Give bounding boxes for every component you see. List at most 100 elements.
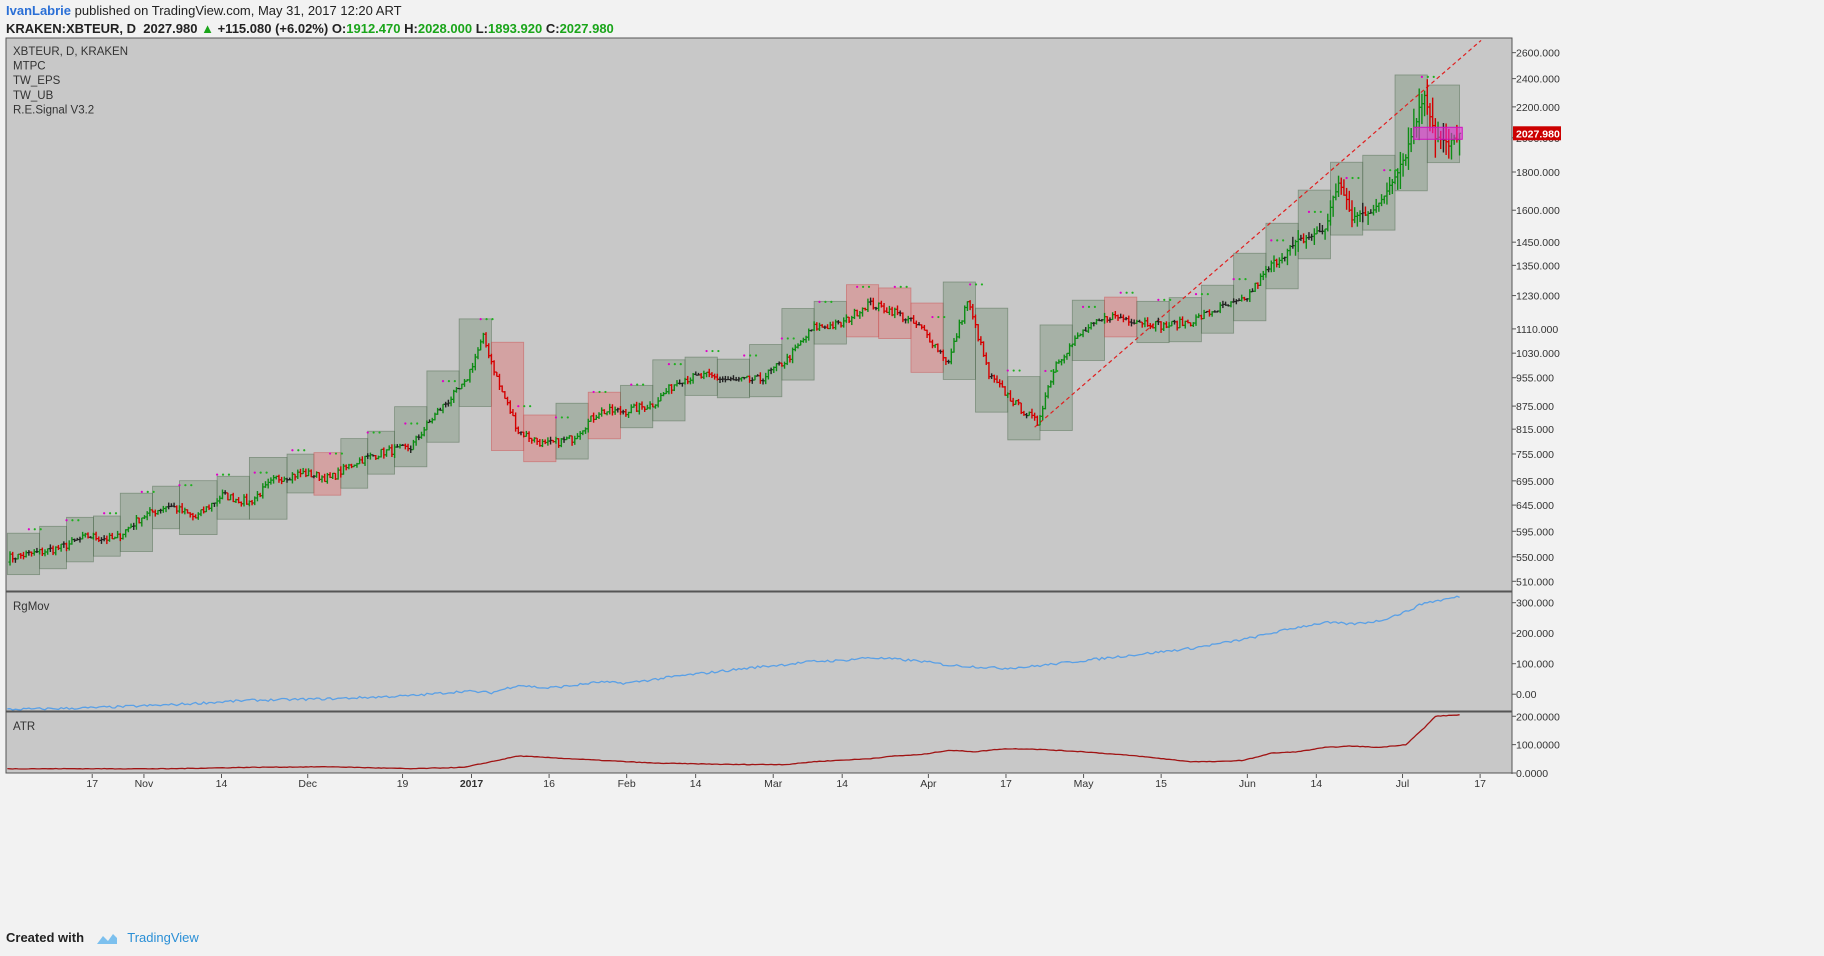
signal-dot xyxy=(227,473,231,476)
close-label: C: xyxy=(545,21,560,36)
high-label: H: xyxy=(404,21,418,36)
range-box xyxy=(179,480,218,535)
signal-dot xyxy=(1313,210,1316,213)
time-tick-label: 14 xyxy=(216,778,228,790)
signal-dot xyxy=(943,315,946,319)
signal-dot xyxy=(404,422,407,425)
price-tick-label: 2200.000 xyxy=(1516,102,1560,114)
price-tick-label: 2400.000 xyxy=(1516,74,1560,86)
author-link[interactable]: IvanLabrie xyxy=(6,3,72,18)
atr-tick-label: 100.0000 xyxy=(1516,740,1560,752)
time-tick-label: May xyxy=(1074,778,1095,790)
price-tick-label: 1600.000 xyxy=(1516,205,1560,217)
signal-dot xyxy=(1276,239,1279,242)
range-box xyxy=(1168,297,1202,343)
signal-dot xyxy=(259,471,262,474)
price-tick-label: 1030.000 xyxy=(1516,348,1560,360)
signal-dot xyxy=(743,354,746,357)
close-value: 2027.980 xyxy=(559,21,614,36)
signal-dot xyxy=(216,473,219,476)
signal-dot xyxy=(780,337,783,340)
ohlc-header: KRAKEN:XBTEUR, D 2027.980 ▲ +115.080 (+6… xyxy=(6,21,614,36)
signal-dot xyxy=(291,449,294,452)
time-tick-label: 2017 xyxy=(460,778,484,790)
signal-dot xyxy=(140,490,143,493)
time-tick-label: Mar xyxy=(764,778,783,790)
signal-dot xyxy=(146,490,149,493)
time-tick-label: Jun xyxy=(1239,778,1256,790)
signal-dot xyxy=(754,354,758,357)
signal-dot xyxy=(980,283,984,286)
signal-dot xyxy=(328,452,332,455)
signal-dot xyxy=(792,337,795,340)
signal-dot xyxy=(1232,278,1235,281)
low-value: 1893.920 xyxy=(487,21,543,36)
range-box xyxy=(1233,252,1267,322)
signal-dot xyxy=(974,283,978,286)
price-tick-label: 815.000 xyxy=(1516,424,1554,436)
tradingview-link[interactable]: TradingView xyxy=(127,930,199,945)
last-price: 2027.980 xyxy=(143,21,198,36)
signal-dot xyxy=(824,300,827,303)
price-tick-label: 2600.000 xyxy=(1516,48,1560,60)
price-tick-label: 645.000 xyxy=(1516,500,1554,512)
signal-dot xyxy=(1087,305,1091,308)
signal-dot xyxy=(529,405,532,408)
signal-dot xyxy=(39,528,42,531)
time-tick-label: Feb xyxy=(618,778,636,790)
signal-dot xyxy=(717,349,720,353)
signal-dot xyxy=(265,471,268,474)
signal-dot xyxy=(416,422,419,425)
time-tick-label: 14 xyxy=(690,778,702,790)
time-tick-label: Apr xyxy=(920,778,937,790)
rgmov-line xyxy=(7,595,1460,711)
signal-dot xyxy=(1270,239,1273,242)
price-tick-label: 1450.000 xyxy=(1516,237,1560,249)
signal-dot xyxy=(77,519,80,522)
price-tick-label: 1800.000 xyxy=(1516,167,1560,179)
legend-entry: XBTEUR, D, KRAKEN xyxy=(13,46,128,58)
signal-dot xyxy=(517,405,520,408)
signal-dot xyxy=(861,285,865,288)
time-tick-label: 19 xyxy=(397,778,409,790)
price-chart[interactable]: 2600.0002400.0002200.0002000.0001800.000… xyxy=(0,0,1824,920)
range-box xyxy=(975,307,1009,413)
signal-dot xyxy=(178,484,181,487)
signal-dot xyxy=(711,349,714,353)
time-tick-label: 14 xyxy=(836,778,848,790)
signal-dot xyxy=(679,363,682,366)
rgmov-tick-label: 100.000 xyxy=(1516,659,1554,671)
signal-dot xyxy=(641,383,645,386)
signal-dot xyxy=(1206,293,1209,296)
signal-dot xyxy=(340,452,343,455)
time-tick-label: Jul xyxy=(1396,778,1409,790)
signal-dot xyxy=(366,431,369,434)
price-tick-label: 695.000 xyxy=(1516,476,1554,488)
signal-dot xyxy=(1125,291,1128,294)
price-tick-label: 595.000 xyxy=(1516,526,1554,538)
signal-dot xyxy=(33,528,36,531)
signal-dot xyxy=(1282,239,1285,242)
signal-dot xyxy=(27,528,30,531)
signal-dot xyxy=(1357,176,1360,180)
high-value: 2028.000 xyxy=(417,21,473,36)
signal-dot xyxy=(453,380,456,383)
atr-tick-label: 200.0000 xyxy=(1516,711,1560,723)
range-box xyxy=(313,452,342,496)
signal-dot xyxy=(1081,305,1085,308)
signal-dot xyxy=(749,354,752,357)
signal-dot xyxy=(1006,369,1009,372)
change-value: +115.080 (+6.02%) xyxy=(217,21,329,36)
time-axis-background xyxy=(6,774,1512,788)
time-tick-label: 17 xyxy=(1000,778,1012,790)
signal-dot xyxy=(1119,291,1122,294)
signal-dot xyxy=(899,285,902,288)
rgmov-title: RgMov xyxy=(13,601,50,613)
signal-dot xyxy=(103,512,106,515)
signal-dot xyxy=(71,519,74,522)
signal-dot xyxy=(566,416,569,419)
signal-dot xyxy=(221,473,225,476)
signal-dot xyxy=(1307,210,1311,213)
signal-dot xyxy=(636,383,639,386)
rgmov-tick-label: 0.00 xyxy=(1516,689,1537,701)
